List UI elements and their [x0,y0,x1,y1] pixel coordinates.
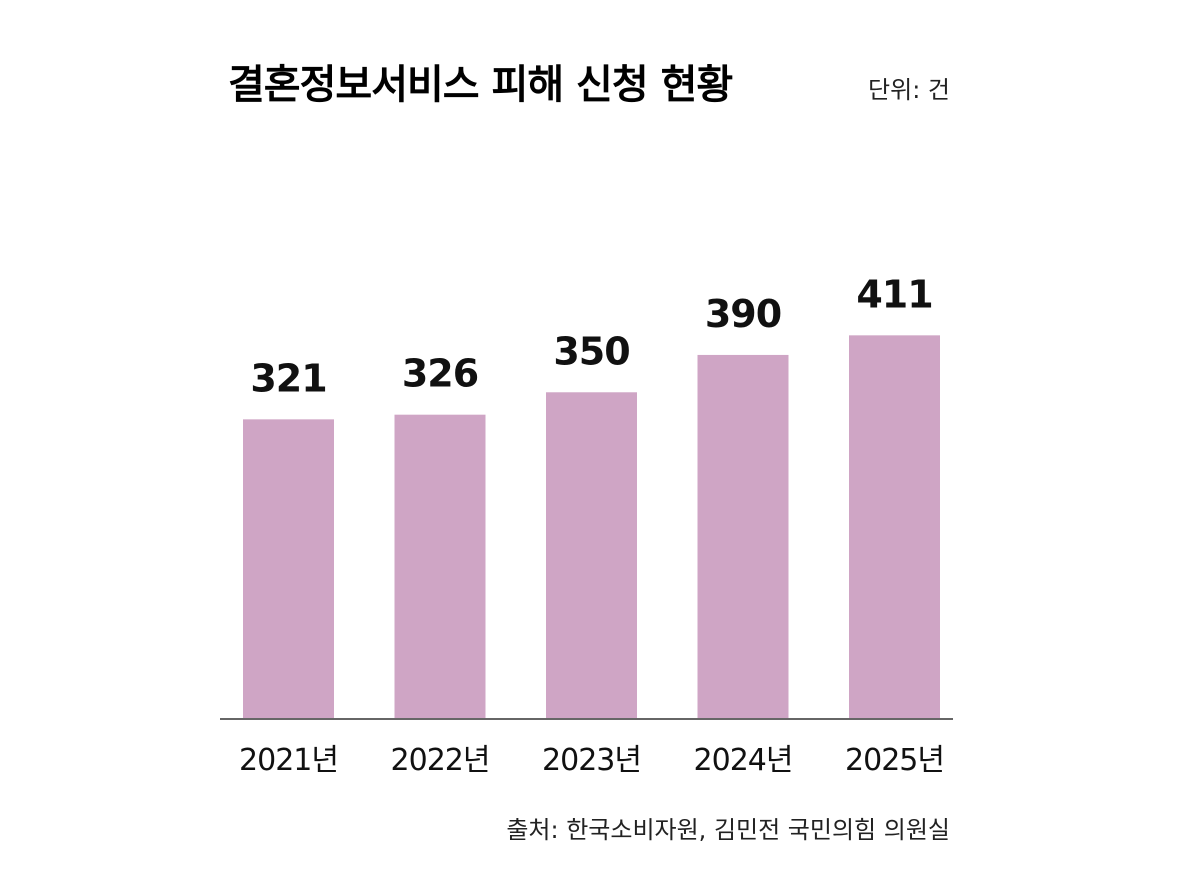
bar-2024년 [697,354,789,719]
labels-group: 321 2021년 326 2022년 350 2023년 390 2024년 411 2025년 [239,272,945,778]
value-label: 326 [402,352,478,396]
x-tick-label: 2024년 [694,743,793,778]
x-tick-label: 2022년 [391,743,490,778]
x-tick-label: 2023년 [542,743,641,778]
value-label: 411 [856,272,932,316]
source-note: 출처: 한국소비자원, 김민전 국민의힘 의원실 [506,816,950,844]
x-tick-label: 2021년 [239,743,338,778]
bar-2021년 [243,419,334,719]
bars-group [243,335,940,719]
unit-label: 단위: 건 [868,76,950,104]
x-tick-label: 2025년 [845,743,944,778]
bar-2022년 [394,414,486,719]
value-label: 350 [553,329,629,373]
chart-title: 결혼정보서비스 피해 신청 현황 [228,62,732,108]
value-label: 390 [705,292,781,336]
bar-2023년 [546,392,637,719]
bar-2025년 [849,335,940,719]
value-label: 321 [250,356,326,400]
